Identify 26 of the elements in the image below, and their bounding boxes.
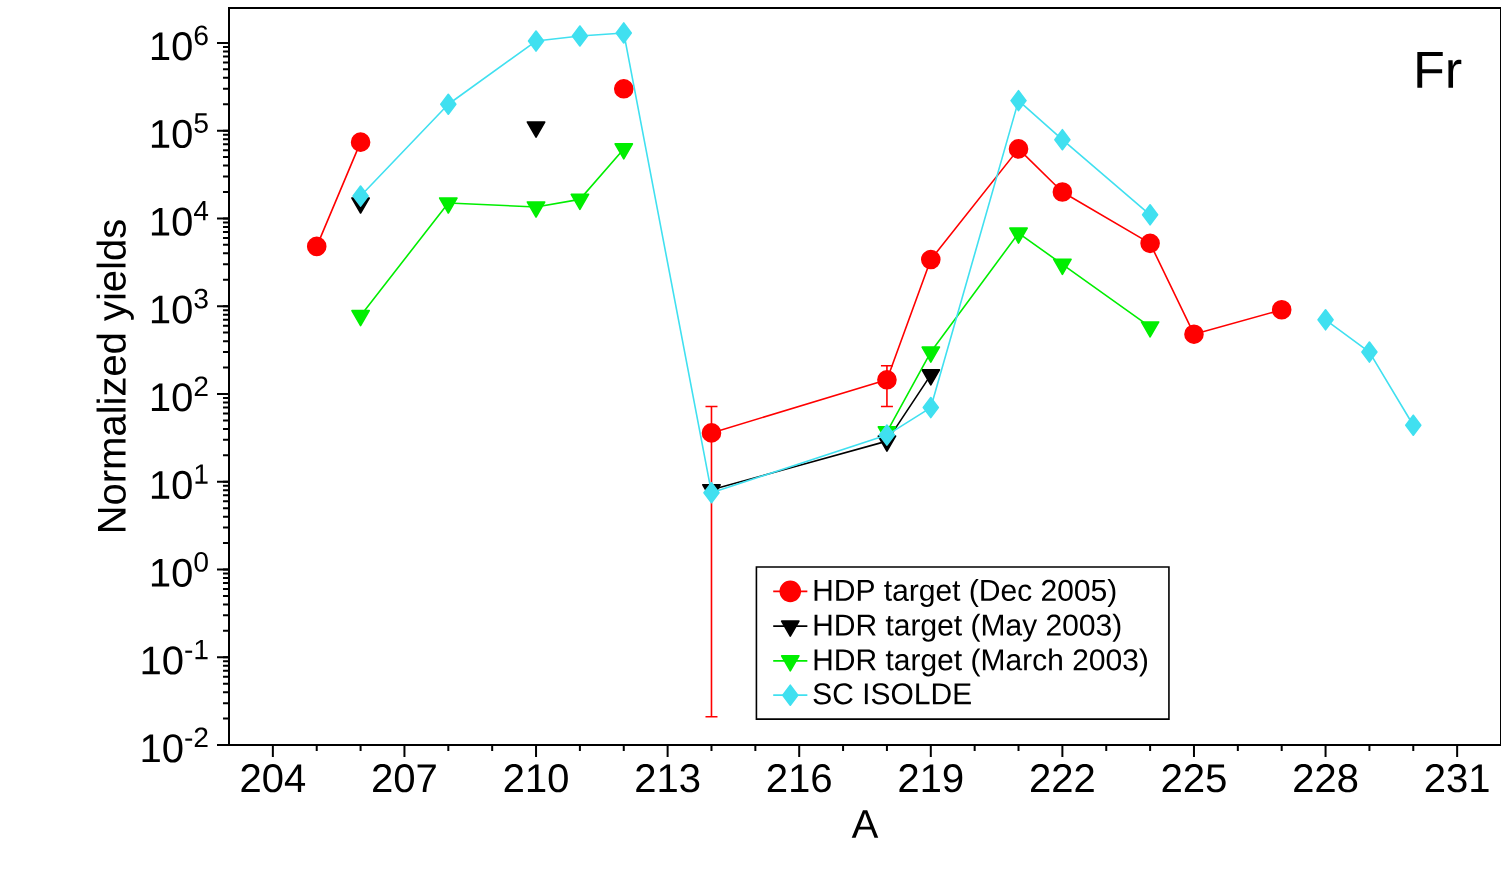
y-tick-label: 10$^{-1}$ <box>142 639 208 675</box>
annotation: Fr <box>1417 51 1462 88</box>
x-tick-label: 225 <box>1162 764 1226 793</box>
y-tick-label: 10$^{3}$ <box>151 288 208 324</box>
x-tick-label: 222 <box>1031 764 1094 792</box>
x-tick-label: 210 <box>504 764 568 793</box>
y-axis-title: Normalized yields <box>96 220 134 532</box>
y-tick-label: 10$^{0}$ <box>151 551 208 587</box>
y-tick-label: 10$^{4}$ <box>151 201 209 236</box>
y-tick-label: 10$^{6}$ <box>151 25 208 61</box>
x-tick-label: 231 <box>1425 764 1489 793</box>
x-tick-label: 216 <box>767 764 831 793</box>
y-tick-label: 10$^{5}$ <box>151 113 208 149</box>
legend-label: HDR target (May 2003) <box>814 613 1121 642</box>
legend-label: SC ISOLDE <box>813 683 971 705</box>
x-tick-label: 204 <box>241 764 306 793</box>
legend-label: HDR target (March 2003) <box>814 648 1148 677</box>
x-tick-label: 213 <box>636 764 700 793</box>
x-tick-label: 207 <box>373 764 436 793</box>
y-tick-label: 10$^{1}$ <box>151 464 208 500</box>
legend-label: HDP target (Dec 2005) <box>814 578 1116 607</box>
x-axis-title: A <box>851 810 879 838</box>
x-tick-label: 228 <box>1294 764 1358 793</box>
y-tick-label: 10$^{-2}$ <box>142 727 208 763</box>
y-tick-label: 10$^{2}$ <box>151 376 208 412</box>
x-tick-label: 219 <box>899 764 963 793</box>
